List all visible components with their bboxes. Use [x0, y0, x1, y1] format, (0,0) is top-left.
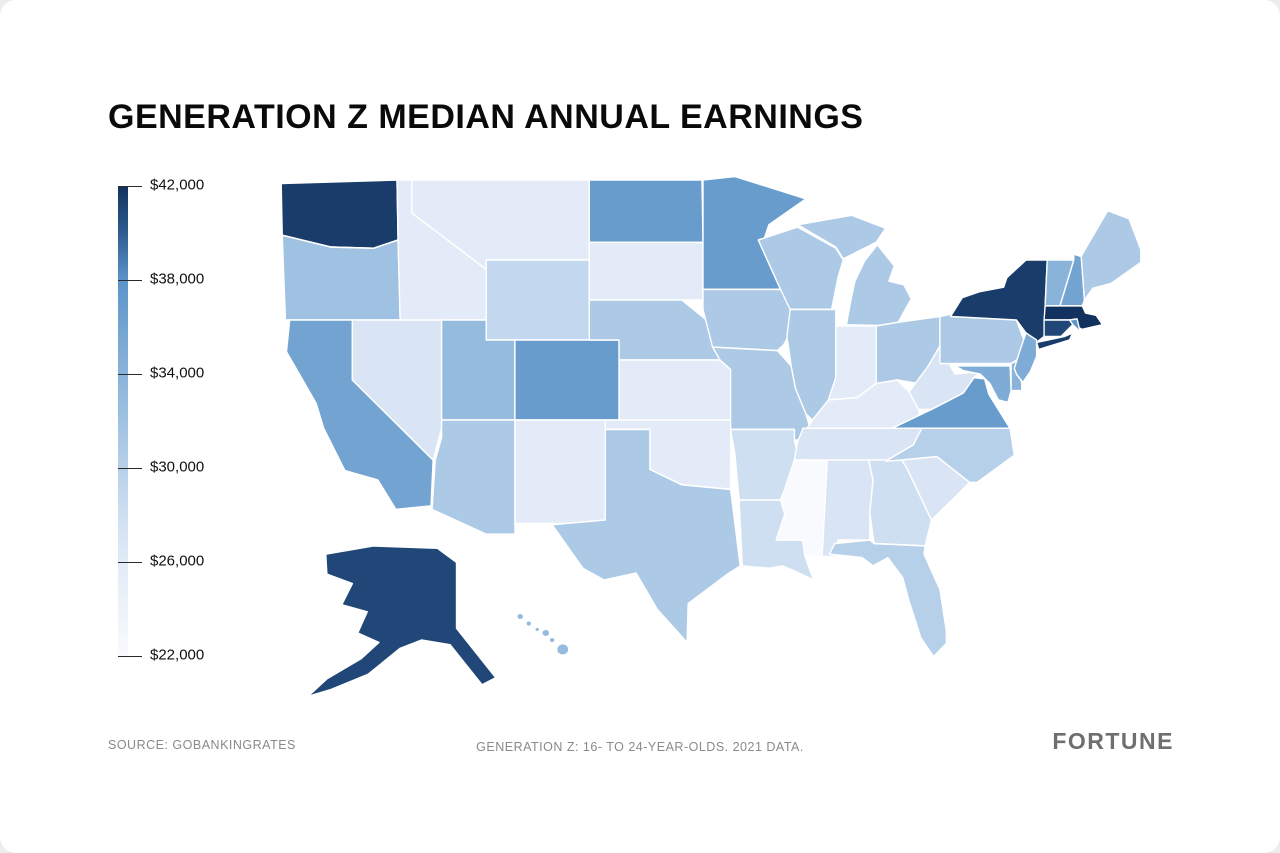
state-or: [281, 234, 401, 321]
legend-tick: [118, 374, 142, 375]
state-nc: [885, 427, 1016, 484]
legend-gradient-bar: [118, 186, 128, 656]
state-az: [431, 419, 516, 535]
state-fl: [828, 539, 948, 658]
legend-label-22000: $22,000: [150, 646, 205, 664]
state-nd: [588, 179, 704, 244]
map-svg: [280, 175, 1142, 698]
state-ct: [1043, 319, 1074, 338]
legend-label-34000: $34,000: [150, 364, 205, 382]
state-wa: [280, 179, 399, 250]
state-hi-island: [534, 626, 540, 632]
state-wy: [485, 259, 591, 341]
legend-tick: [118, 280, 142, 281]
legend-label-26000: $26,000: [150, 552, 205, 570]
state-mi: [796, 214, 912, 327]
color-legend: $42,000 $38,000 $34,000 $30,000 $26,000 …: [118, 177, 248, 664]
legend-tick: [118, 186, 142, 187]
state-ak: [307, 545, 497, 698]
legend-label-30000: $30,000: [150, 458, 205, 476]
legend-tick: [118, 468, 142, 469]
state-md: [954, 365, 1012, 404]
state-co: [514, 339, 620, 421]
source-credit: SOURCE: GOBANKINGRATES: [108, 738, 296, 752]
state-tx: [551, 428, 741, 644]
state-hi-island: [541, 629, 550, 637]
legend-label-42000: $42,000: [150, 176, 205, 194]
us-choropleth-map: [278, 160, 1213, 713]
state-hi-island: [525, 620, 532, 627]
state-hi-island: [556, 643, 570, 656]
state-hi-island: [549, 637, 556, 644]
state-hi-island: [516, 613, 524, 620]
page-title: GENERATION Z MEDIAN ANNUAL EARNINGS: [108, 98, 864, 136]
legend-tick: [118, 562, 142, 563]
state-sd: [588, 241, 704, 301]
state-pa: [939, 313, 1027, 365]
state-ia: [702, 288, 799, 352]
state-ks: [618, 359, 732, 421]
footnote: GENERATION Z: 16- TO 24-YEAR-OLDS. 2021 …: [476, 740, 804, 754]
legend-label-38000: $38,000: [150, 270, 205, 288]
legend-tick: [118, 656, 142, 657]
fortune-logo: FORTUNE: [1052, 728, 1174, 754]
state-nm: [514, 419, 606, 525]
state-wi: [757, 226, 844, 311]
state-nj: [1013, 332, 1038, 384]
state-me: [1080, 209, 1142, 301]
